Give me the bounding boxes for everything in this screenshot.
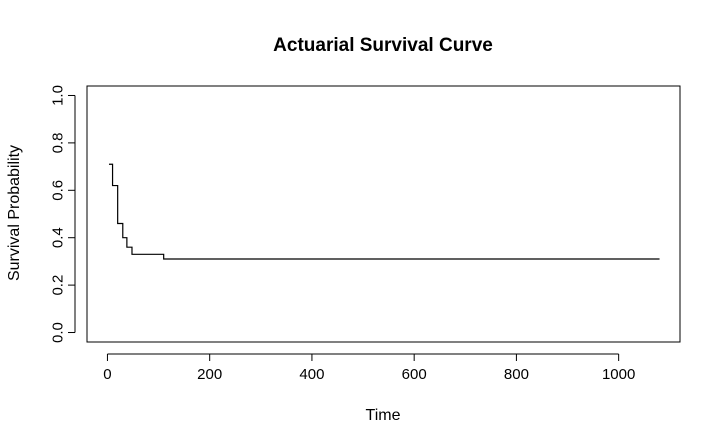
x-tick-label: 800 — [504, 366, 529, 383]
y-axis-label: Survival Probability — [6, 145, 23, 281]
survival-step-line — [108, 163, 660, 260]
x-axis: 0 200 400 600 800 1000 — [103, 353, 635, 383]
x-tick-label: 200 — [197, 366, 222, 383]
chart-title: Actuarial Survival Curve — [273, 35, 493, 56]
y-tick-label: 1.0 — [50, 85, 67, 106]
y-tick-label: 0.6 — [50, 180, 67, 201]
x-tick-label: 1000 — [602, 366, 635, 383]
y-tick-label: 0.2 — [50, 275, 67, 296]
y-tick-label: 0.0 — [50, 322, 67, 343]
y-axis: 0.0 0.2 0.4 0.6 0.8 1.0 — [50, 85, 76, 343]
y-tick-label: 0.8 — [50, 132, 67, 153]
x-axis-label: Time — [366, 407, 401, 424]
series-layer — [108, 163, 660, 260]
x-tick-label: 400 — [299, 366, 324, 383]
plot-frame — [86, 85, 681, 343]
x-tick-label: 600 — [402, 366, 427, 383]
x-tick-label: 0 — [103, 366, 111, 383]
y-tick-label: 0.4 — [50, 227, 67, 248]
